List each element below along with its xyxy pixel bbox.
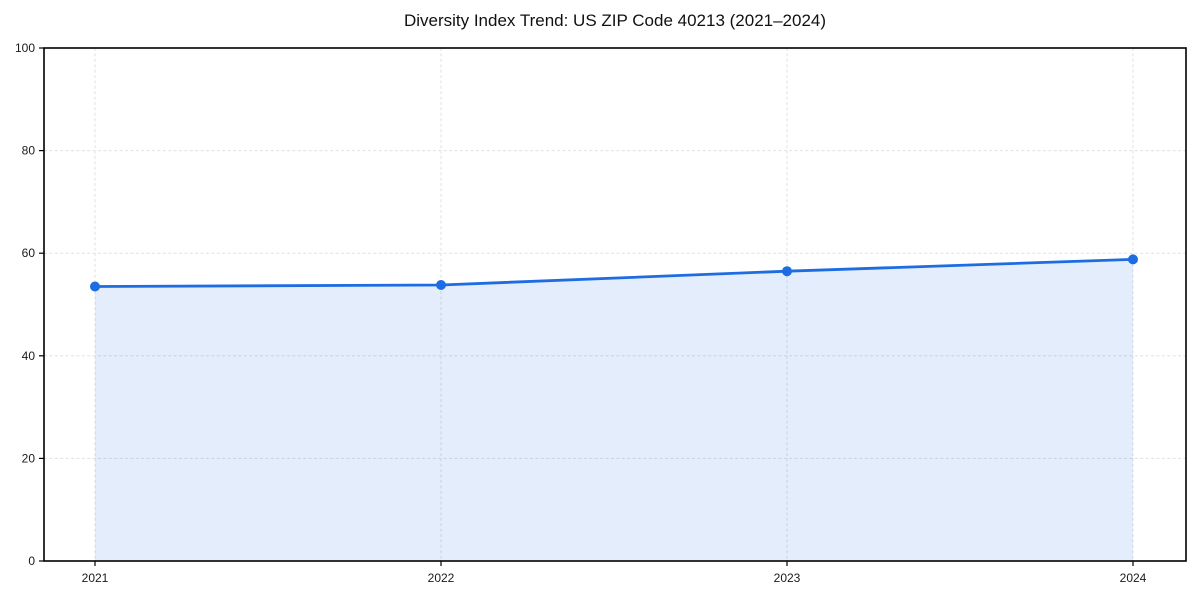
y-tick-label: 20 (22, 451, 36, 465)
x-tick-label: 2023 (774, 571, 801, 585)
y-tick-label: 40 (22, 349, 36, 363)
area-fill (95, 259, 1133, 561)
data-point-2021 (90, 281, 100, 292)
y-tick-label: 0 (28, 554, 35, 568)
x-tick-label: 2024 (1120, 571, 1147, 585)
data-point-2024 (1128, 254, 1138, 265)
x-tick-label: 2022 (428, 571, 455, 585)
x-tick-label: 2021 (82, 571, 109, 585)
data-point-2022 (436, 280, 446, 290)
chart-title: Diversity Index Trend: US ZIP Code 40213… (403, 11, 827, 30)
data-point-2023 (782, 266, 792, 277)
y-tick-label: 80 (22, 144, 36, 158)
y-tick-label: 60 (22, 246, 36, 260)
trend-line (93, 258, 1135, 288)
y-tick-label: 100 (15, 41, 35, 55)
plot-border (43, 47, 1187, 562)
